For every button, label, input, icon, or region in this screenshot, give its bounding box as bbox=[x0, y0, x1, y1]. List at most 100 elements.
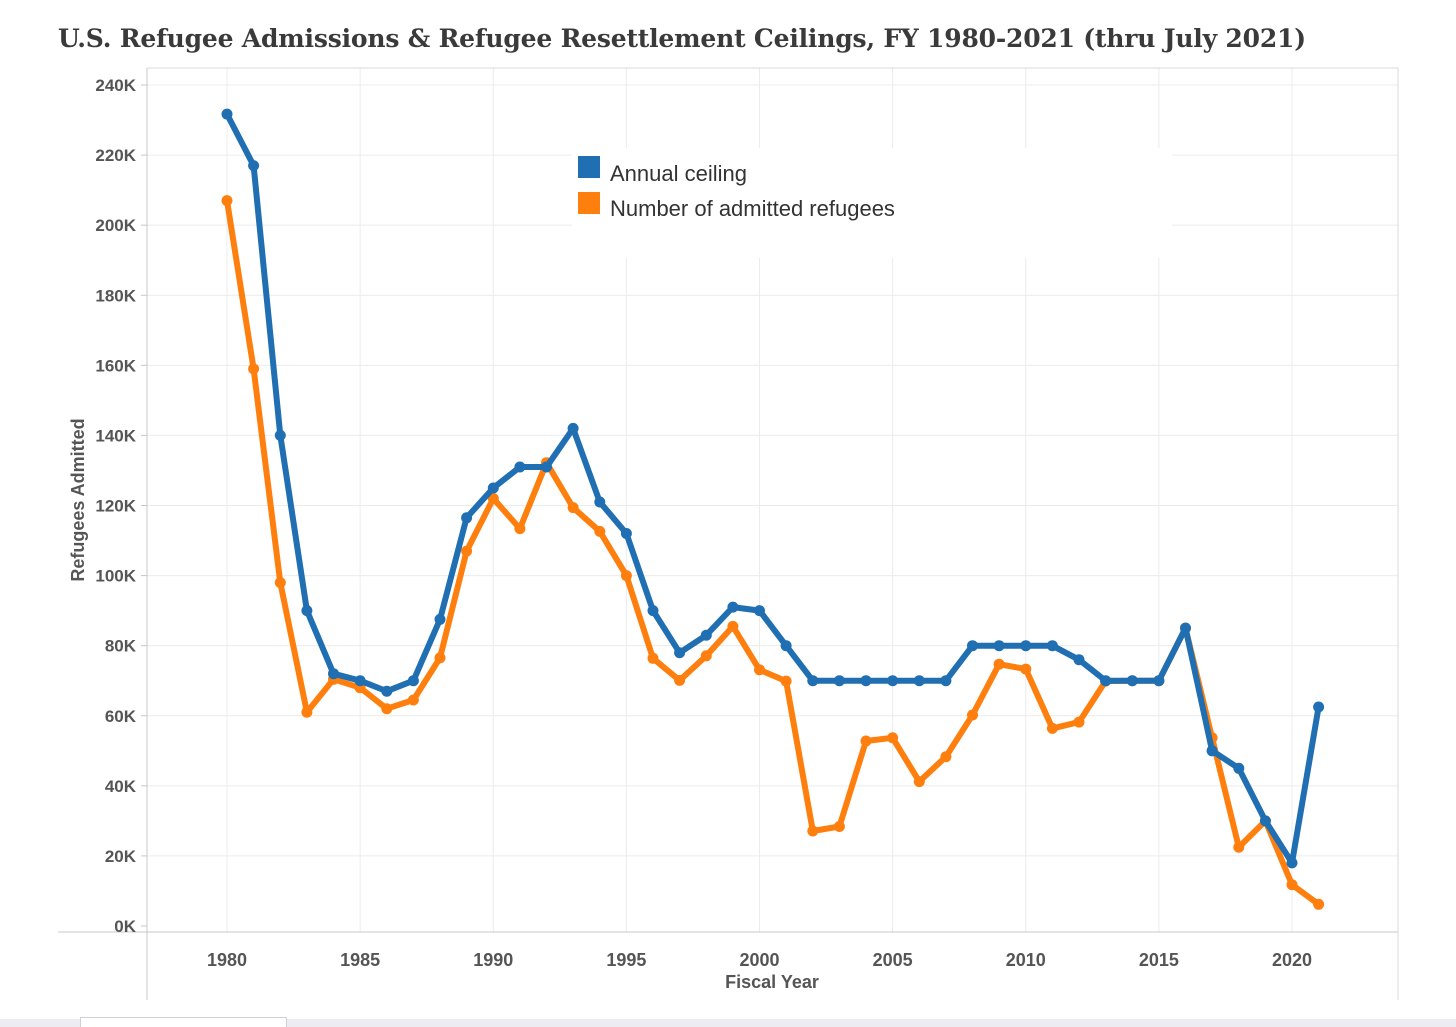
data-point-number-of-admitted-refugees bbox=[434, 652, 446, 664]
data-point-number-of-admitted-refugees bbox=[727, 620, 739, 632]
data-point-annual-ceiling bbox=[1313, 701, 1325, 713]
data-point-annual-ceiling bbox=[1233, 762, 1245, 774]
x-tick-label: 2000 bbox=[739, 950, 779, 970]
data-point-annual-ceiling bbox=[487, 482, 499, 494]
data-point-number-of-admitted-refugees bbox=[248, 363, 260, 375]
data-point-number-of-admitted-refugees bbox=[487, 493, 499, 504]
data-point-annual-ceiling bbox=[1073, 654, 1085, 666]
data-point-number-of-admitted-refugees bbox=[913, 776, 925, 788]
data-point-number-of-admitted-refugees bbox=[754, 664, 765, 676]
data-point-annual-ceiling bbox=[833, 675, 845, 687]
y-tick-label: 100K bbox=[95, 567, 136, 586]
data-point-number-of-admitted-refugees bbox=[887, 732, 899, 744]
data-point-annual-ceiling bbox=[807, 675, 819, 687]
window-bottom-tab bbox=[80, 1017, 287, 1027]
y-tick-labels: 0K 20K 40K 60K 80K 100K 120K 140K 160K 180K 200K 22… bbox=[95, 76, 136, 936]
data-point-number-of-admitted-refugees bbox=[1286, 879, 1298, 891]
data-point-number-of-admitted-refugees bbox=[381, 703, 393, 715]
data-point-annual-ceiling bbox=[1046, 640, 1058, 652]
chart-title: U.S. Refugee Admissions & Refugee Resett… bbox=[58, 24, 1306, 53]
data-point-number-of-admitted-refugees bbox=[1020, 663, 1032, 675]
series-annual-ceiling bbox=[221, 108, 1325, 869]
data-point-annual-ceiling bbox=[541, 461, 552, 473]
data-point-annual-ceiling bbox=[407, 675, 419, 687]
y-axis-label: Refugees Admitted bbox=[68, 418, 88, 581]
data-point-annual-ceiling bbox=[1180, 622, 1191, 634]
window-bottom-bar bbox=[0, 1019, 1456, 1027]
data-point-annual-ceiling bbox=[913, 675, 925, 687]
data-point-annual-ceiling bbox=[514, 461, 526, 473]
data-point-number-of-admitted-refugees bbox=[301, 706, 313, 718]
data-point-number-of-admitted-refugees bbox=[647, 652, 659, 664]
y-tick-label: 120K bbox=[95, 497, 136, 516]
data-point-number-of-admitted-refugees bbox=[967, 709, 978, 721]
x-tick-labels: 1980 1985 1990 1995 2000 2005 2010 2015 2020 bbox=[207, 950, 1312, 970]
legend-label-annual-ceiling: Annual ceiling bbox=[610, 161, 747, 186]
data-point-annual-ceiling bbox=[727, 601, 739, 613]
data-point-number-of-admitted-refugees bbox=[1313, 898, 1325, 910]
legend-label-admitted-refugees: Number of admitted refugees bbox=[610, 196, 895, 221]
data-point-annual-ceiling bbox=[940, 675, 952, 687]
x-tick-label: 2015 bbox=[1139, 950, 1179, 970]
x-tick-label: 1980 bbox=[207, 950, 247, 970]
data-point-annual-ceiling bbox=[1259, 815, 1271, 827]
y-tick-label: 220K bbox=[95, 146, 136, 165]
data-point-annual-ceiling bbox=[461, 512, 473, 524]
data-point-annual-ceiling bbox=[354, 675, 366, 687]
y-tick-label: 0K bbox=[114, 917, 136, 936]
data-point-number-of-admitted-refugees bbox=[1073, 716, 1085, 728]
data-point-annual-ceiling bbox=[620, 528, 632, 539]
legend-swatch-annual-ceiling bbox=[578, 156, 600, 178]
data-point-annual-ceiling bbox=[248, 160, 260, 172]
data-point-annual-ceiling bbox=[1153, 675, 1165, 687]
x-tick-label: 2010 bbox=[1006, 950, 1046, 970]
y-tick-label: 20K bbox=[105, 847, 137, 866]
x-tick-label: 2020 bbox=[1272, 950, 1312, 970]
x-tick-label: 1995 bbox=[606, 950, 646, 970]
data-point-annual-ceiling bbox=[1020, 640, 1032, 652]
data-point-number-of-admitted-refugees bbox=[807, 825, 819, 837]
y-tick-label: 200K bbox=[95, 216, 136, 235]
y-tick-label: 140K bbox=[95, 426, 136, 445]
data-point-annual-ceiling bbox=[221, 108, 233, 120]
data-point-annual-ceiling bbox=[567, 422, 579, 434]
legend-swatch-admitted-refugees bbox=[578, 192, 600, 214]
data-point-annual-ceiling bbox=[301, 605, 313, 617]
data-point-annual-ceiling bbox=[700, 629, 712, 641]
data-point-number-of-admitted-refugees bbox=[833, 821, 845, 832]
data-point-number-of-admitted-refugees bbox=[993, 658, 1005, 670]
data-point-number-of-admitted-refugees bbox=[700, 650, 712, 662]
data-point-annual-ceiling bbox=[594, 496, 606, 508]
y-tick-label: 180K bbox=[95, 286, 136, 305]
data-point-number-of-admitted-refugees bbox=[940, 751, 952, 763]
data-point-number-of-admitted-refugees bbox=[620, 570, 632, 582]
data-point-annual-ceiling bbox=[274, 429, 286, 441]
data-point-annual-ceiling bbox=[381, 685, 393, 697]
data-point-number-of-admitted-refugees bbox=[1233, 841, 1245, 853]
data-point-annual-ceiling bbox=[1126, 675, 1138, 687]
data-point-number-of-admitted-refugees bbox=[1046, 722, 1058, 734]
x-tick-label: 2005 bbox=[873, 950, 913, 970]
y-tick-label: 80K bbox=[105, 637, 137, 656]
x-tick-label: 1985 bbox=[340, 950, 380, 970]
y-tick-label: 60K bbox=[105, 707, 137, 726]
legend-background bbox=[572, 148, 1172, 258]
series-lines bbox=[221, 108, 1325, 910]
data-point-annual-ceiling bbox=[647, 605, 659, 617]
x-tick-label: 1990 bbox=[473, 950, 513, 970]
data-point-number-of-admitted-refugees bbox=[860, 735, 872, 747]
data-point-annual-ceiling bbox=[860, 675, 872, 687]
data-point-annual-ceiling bbox=[887, 675, 899, 687]
y-tick-label: 160K bbox=[95, 356, 136, 375]
data-point-annual-ceiling bbox=[434, 613, 446, 625]
data-point-number-of-admitted-refugees bbox=[407, 694, 419, 706]
data-point-number-of-admitted-refugees bbox=[221, 195, 233, 207]
data-point-annual-ceiling bbox=[1286, 857, 1298, 869]
data-point-annual-ceiling bbox=[780, 640, 792, 652]
series-line-number-of-admitted-refugees bbox=[224, 197, 1322, 908]
data-point-annual-ceiling bbox=[993, 640, 1005, 652]
data-point-number-of-admitted-refugees bbox=[594, 525, 606, 537]
data-point-number-of-admitted-refugees bbox=[461, 545, 473, 557]
data-point-annual-ceiling bbox=[674, 647, 686, 659]
data-point-annual-ceiling bbox=[754, 605, 765, 617]
